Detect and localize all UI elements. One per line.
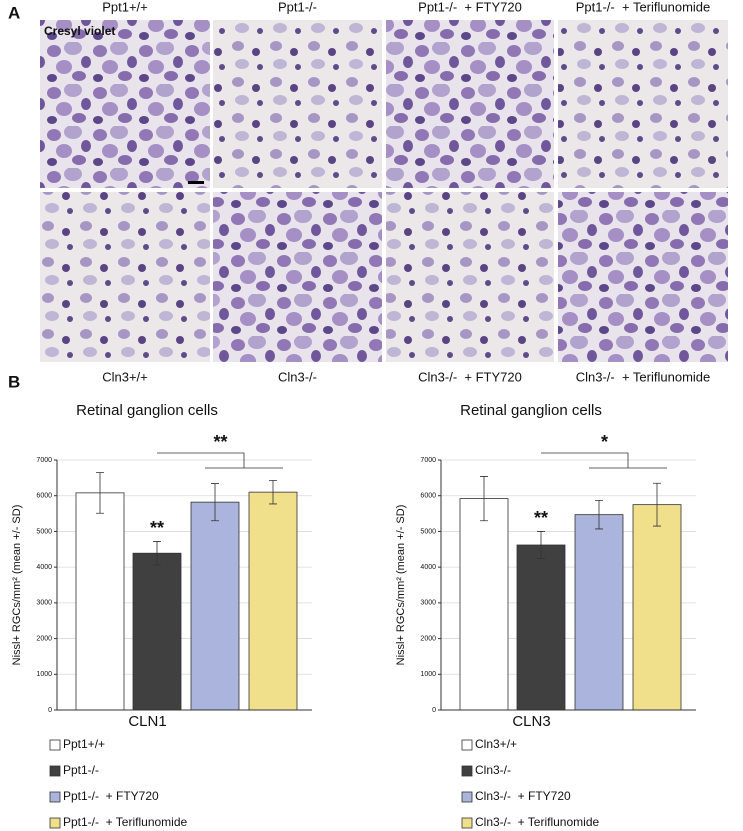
micrograph xyxy=(386,20,554,188)
bar xyxy=(516,544,566,711)
significance: * xyxy=(601,432,608,452)
legend-swatch xyxy=(49,765,61,777)
y-tick-label: 1000 xyxy=(420,671,436,678)
image-caption: Ppt1-/- + Teriflunomide xyxy=(576,0,711,14)
y-tick-label: 0 xyxy=(48,707,52,714)
error-bar xyxy=(537,531,545,559)
image-caption: Ppt1+/+ xyxy=(102,0,148,14)
error-bar xyxy=(480,476,488,522)
legend-label: Cln3-/- + Teriflunomide xyxy=(475,815,599,829)
legend-swatch xyxy=(461,739,473,751)
image-caption: Ppt1-/- xyxy=(278,0,317,14)
x-axis-label: CLN1 xyxy=(128,713,166,730)
bar xyxy=(574,514,624,711)
bracket xyxy=(157,452,283,469)
legend-swatch xyxy=(49,739,61,751)
legend-swatch xyxy=(49,791,61,803)
y-tick-label: 7000 xyxy=(36,457,52,464)
legend-label: Cln3+/+ xyxy=(475,737,517,751)
y-axis-label: Nissl+ RGCs/mm² (mean +/- SD) xyxy=(395,505,407,666)
bar xyxy=(248,491,298,711)
y-tick-label: 2000 xyxy=(36,635,52,642)
bar xyxy=(459,498,509,711)
significance: ** xyxy=(213,432,227,452)
bar xyxy=(632,504,682,711)
micrograph xyxy=(558,20,728,188)
legend-label: Ppt1+/+ xyxy=(63,737,105,751)
legend-swatch xyxy=(461,817,473,829)
legend-swatch xyxy=(461,765,473,777)
y-tick-label: 0 xyxy=(432,707,436,714)
bar xyxy=(132,552,182,711)
significance: ** xyxy=(534,508,548,528)
y-tick-label: 1000 xyxy=(36,671,52,678)
micrograph xyxy=(40,20,210,188)
y-tick-label: 6000 xyxy=(36,493,52,500)
legend-label: Ppt1-/- + FTY720 xyxy=(63,789,159,803)
error-bar xyxy=(96,472,104,514)
legend-label: Ppt1-/- xyxy=(63,763,99,777)
significance: ** xyxy=(150,518,164,538)
y-tick-label: 5000 xyxy=(420,528,436,535)
legend-label: Cln3-/- + FTY720 xyxy=(475,789,571,803)
scale-bar xyxy=(188,181,204,184)
image-caption: Cln3-/- + FTY720 xyxy=(418,369,522,384)
legend-swatch xyxy=(461,791,473,803)
y-tick-label: 3000 xyxy=(36,600,52,607)
y-tick-label: 2000 xyxy=(420,635,436,642)
chart-title: Retinal ganglion cells xyxy=(76,402,218,419)
y-tick-label: 3000 xyxy=(420,600,436,607)
y-tick-label: 4000 xyxy=(420,564,436,571)
error-bar xyxy=(269,479,277,505)
legend-swatch xyxy=(49,817,61,829)
y-axis-label: Nissl+ RGCs/mm² (mean +/- SD) xyxy=(11,505,23,666)
bracket xyxy=(541,452,667,469)
legend-label: Cln3-/- xyxy=(475,763,511,777)
error-bar xyxy=(653,482,661,527)
micrograph xyxy=(558,192,728,362)
y-tick-label: 5000 xyxy=(36,528,52,535)
image-caption: Ppt1-/- + FTY720 xyxy=(418,0,522,14)
y-tick-label: 7000 xyxy=(420,457,436,464)
micrographs xyxy=(40,20,728,362)
image-caption: Cln3+/+ xyxy=(102,369,148,384)
micrograph xyxy=(213,20,382,188)
error-bar xyxy=(595,499,603,530)
error-bar xyxy=(211,483,219,522)
panel-label: A xyxy=(8,3,20,22)
error-bar xyxy=(153,541,161,566)
bar xyxy=(75,492,125,711)
micrograph xyxy=(40,192,210,362)
chart-title: Retinal ganglion cells xyxy=(460,402,602,419)
x-axis-label: CLN3 xyxy=(512,713,550,730)
y-tick-label: 4000 xyxy=(36,564,52,571)
bar xyxy=(190,501,240,711)
panel-label: B xyxy=(8,372,20,391)
stain-label: Cresyl violet xyxy=(44,24,115,38)
micrograph xyxy=(386,192,554,362)
image-caption: Cln3-/- + Teriflunomide xyxy=(576,369,711,384)
legend-label: Ppt1-/- + Teriflunomide xyxy=(63,815,187,829)
y-tick-label: 6000 xyxy=(420,493,436,500)
micrograph xyxy=(213,192,382,362)
image-caption: Cln3-/- xyxy=(278,369,317,384)
